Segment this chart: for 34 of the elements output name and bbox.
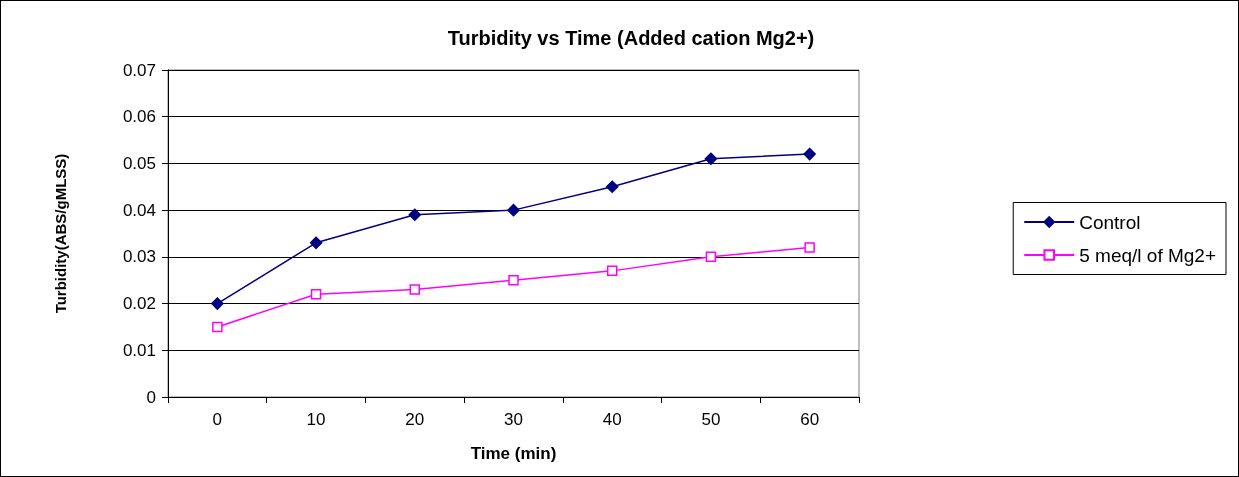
point bbox=[409, 284, 421, 295]
y-tick-label: 0.01 bbox=[122, 340, 156, 360]
y-axis-title: Turbidity(ABS/gMLSS) bbox=[52, 153, 69, 314]
y-tick-label: 0.03 bbox=[122, 247, 156, 267]
x-axis-title: Time (min) bbox=[470, 444, 557, 463]
point bbox=[212, 321, 223, 333]
point bbox=[606, 265, 618, 277]
point bbox=[211, 297, 224, 310]
x-tick-label: 60 bbox=[800, 410, 820, 429]
point bbox=[704, 152, 718, 166]
point bbox=[508, 274, 519, 286]
point bbox=[309, 236, 323, 250]
y-tick-label: 0 bbox=[146, 387, 156, 407]
x-tick-label: 20 bbox=[405, 410, 425, 429]
chart-title: Turbidity vs Time (Added cation Mg2+) bbox=[447, 27, 815, 49]
point bbox=[803, 147, 816, 161]
point bbox=[507, 203, 520, 217]
x-tick-label: 50 bbox=[701, 410, 721, 429]
x-tick-label: 40 bbox=[602, 410, 622, 429]
y-tick-label: 0.07 bbox=[122, 60, 156, 80]
y-tick-label: 0.06 bbox=[122, 107, 156, 127]
point bbox=[605, 180, 619, 194]
point bbox=[705, 251, 717, 263]
legend-label: Control bbox=[1079, 211, 1141, 233]
y-tick-label: 0.04 bbox=[122, 200, 156, 220]
y-tick-label: 0.05 bbox=[122, 153, 156, 173]
x-tick-label: 0 bbox=[212, 410, 223, 429]
y-tick-label: 0.02 bbox=[122, 294, 156, 314]
x-tick-label: 10 bbox=[306, 410, 326, 429]
point bbox=[310, 288, 322, 300]
point bbox=[804, 242, 815, 253]
point bbox=[408, 208, 422, 222]
legend-label: 5 meq/l of Mg2+ bbox=[1079, 244, 1217, 266]
x-tick-label: 30 bbox=[504, 410, 523, 429]
